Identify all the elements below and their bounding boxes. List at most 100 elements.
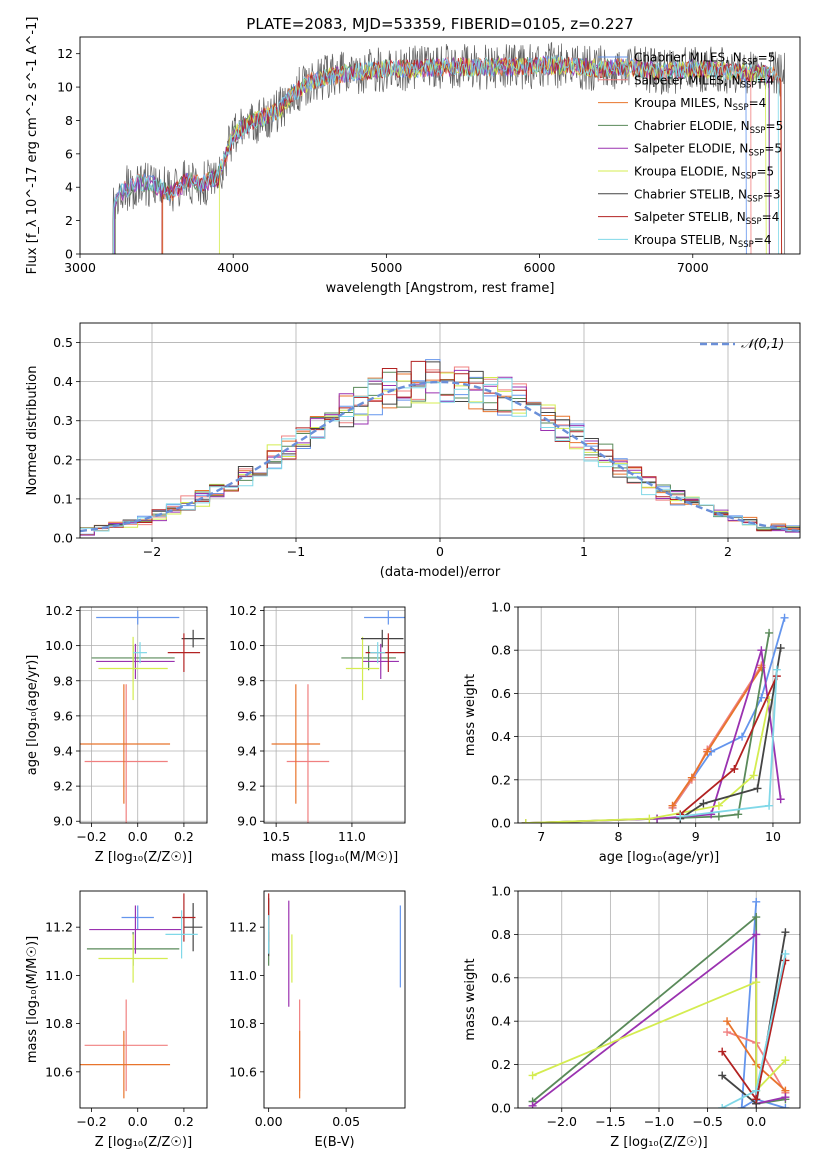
axes-frame (79, 606, 208, 824)
y-tick-label: 0.2 (491, 1057, 511, 1072)
x-axis-label: age [log₁₀(age/yr)] (599, 850, 720, 865)
y-tick-label: 4 (65, 180, 73, 195)
y-tick-label: 0.6 (491, 970, 511, 985)
weight-line-0 (740, 901, 786, 1108)
y-tick-label: 9.2 (237, 779, 257, 794)
weight-point (653, 814, 662, 823)
y-tick-label: 2 (65, 213, 73, 228)
plot-area-mass_vs_ebv (268, 893, 401, 1099)
y-tick-label: 12 (57, 46, 73, 61)
y-axis-label: Flux [f_λ 10^-17 erg cm^-2 s^-1 A^-1] (25, 17, 40, 275)
weight-line-5 (532, 980, 787, 1093)
weight-point (718, 1071, 727, 1080)
weight-point (528, 1071, 537, 1080)
panel-residual_histogram: −2 −1 0 1 2 0.0 0.1 0.2 0.3 0.4 0.5 (data-model)/er… (25, 322, 801, 580)
weight-point (781, 1093, 790, 1102)
y-tick-label: 9.8 (237, 673, 257, 688)
legend-entry: Chabrier MILES, NSSP=5 (634, 51, 775, 68)
x-tick-label: −0.2 (76, 829, 106, 844)
weight-point (781, 949, 790, 958)
weight-point (668, 801, 677, 810)
y-tick-label: 9.0 (53, 814, 73, 829)
y-tick-label: 9.4 (53, 744, 73, 759)
weight-point (752, 978, 761, 987)
panel-spectrum: 3000 4000 5000 6000 7000 0 2 4 6 8 10 12 wavelength … (25, 17, 801, 296)
x-tick-label: 3000 (64, 260, 96, 275)
x-tick-label: 9 (692, 829, 700, 844)
y-tick-label: 9.8 (53, 673, 73, 688)
y-tick-label: 9.0 (237, 814, 257, 829)
axes-frame (79, 890, 208, 1109)
x-tick-label: 0.2 (174, 829, 194, 844)
weight-point (776, 644, 785, 653)
legend-entry: Salpeter MILES, NSSP=4 (634, 73, 774, 90)
panel-mass_weight_vs_Z: −2.0 −1.5 −1.0 −0.5 0.0 0.0 0.2 0.4 0.6 0.8 1.0 Z [… (463, 884, 801, 1150)
y-tick-label: 1.0 (491, 600, 511, 615)
x-tick-label: 0.0 (746, 1114, 766, 1129)
y-tick-label: 0.8 (491, 643, 511, 658)
y-tick-label: 10.6 (229, 1064, 257, 1079)
y-tick-label: 0.2 (491, 772, 511, 787)
weight-point (521, 819, 530, 823)
weight-point (752, 930, 761, 939)
x-tick-label: 11.0 (338, 829, 366, 844)
x-tick-label: 0 (436, 544, 444, 559)
y-axis-label: mass [log₁₀(M/M☉)] (25, 936, 40, 1063)
x-axis-label: Z [log₁₀(Z/Z☉)] (610, 1135, 707, 1150)
y-tick-label: 0.2 (53, 452, 73, 467)
x-tick-label: 0.00 (255, 1114, 283, 1129)
weight-point (714, 812, 723, 821)
x-tick-label: −1.5 (595, 1114, 625, 1129)
weight-point (687, 773, 696, 782)
weight-point (737, 1104, 746, 1108)
x-tick-label: −2.0 (547, 1114, 577, 1129)
weight-point (738, 732, 747, 741)
x-tick-label: 5000 (370, 260, 402, 275)
y-tick-label: 9.2 (53, 779, 73, 794)
weight-point (723, 1028, 732, 1037)
panel-age_vs_mass: 10.5 11.0 9.0 9.2 9.4 9.6 9.8 10.0 10.2 mass [log… (229, 603, 406, 865)
weight-point (780, 613, 789, 622)
x-axis-label: Z [log₁₀(Z/Z☉)] (95, 850, 192, 865)
weight-point (749, 771, 758, 780)
x-tick-label: 10 (765, 829, 781, 844)
y-tick-label: 0.4 (491, 1014, 511, 1029)
y-tick-label: 0.8 (491, 927, 511, 942)
plot-area-mass_weight_vs_age (521, 613, 789, 823)
legend-entry: Salpeter STELIB, NSSP=4 (634, 210, 779, 227)
x-tick-label: 0.0 (128, 1114, 148, 1129)
weight-point (730, 765, 739, 773)
y-tick-label: 10.0 (229, 638, 257, 653)
weight-point (752, 897, 761, 906)
x-tick-label: −0.5 (692, 1114, 722, 1129)
y-tick-label: 9.6 (53, 708, 73, 723)
y-tick-label: 0 (65, 247, 73, 262)
weight-point (765, 801, 774, 810)
x-axis-label: mass [log₁₀(M/M☉)] (271, 850, 398, 865)
legend-entry: Kroupa MILES, NSSP=4 (634, 96, 766, 113)
axes-frame (79, 322, 801, 539)
y-tick-label: 11.2 (45, 920, 73, 935)
y-tick-label: 10.2 (45, 603, 73, 618)
x-tick-label: −0.2 (76, 1114, 106, 1129)
axes-frame (517, 606, 801, 824)
legend-entry: Kroupa STELIB, NSSP=4 (634, 233, 772, 250)
legend-entry: Salpeter ELODIE, NSSP=5 (634, 142, 782, 159)
y-tick-label: 11.2 (229, 920, 257, 935)
y-axis-label: mass weight (463, 674, 478, 756)
panel-mass_vs_ebv: 0.00 0.05 10.6 10.8 11.0 11.2 E(B-V) (229, 890, 406, 1150)
weight-point (776, 795, 785, 804)
normal-curve (80, 380, 800, 533)
y-tick-label: 11.0 (229, 968, 257, 983)
x-tick-label: 0.05 (332, 1114, 360, 1129)
y-axis-label: mass weight (463, 958, 478, 1040)
y-tick-label: 0.0 (491, 1101, 511, 1116)
weight-point (781, 1056, 790, 1065)
weight-line-2 (671, 667, 763, 807)
weight-point (752, 913, 761, 922)
x-tick-label: 10.5 (262, 829, 290, 844)
y-tick-label: 1.0 (491, 884, 511, 899)
y-tick-label: 0.5 (53, 335, 73, 350)
weight-point (718, 1047, 727, 1056)
y-tick-label: 0.3 (53, 413, 73, 428)
